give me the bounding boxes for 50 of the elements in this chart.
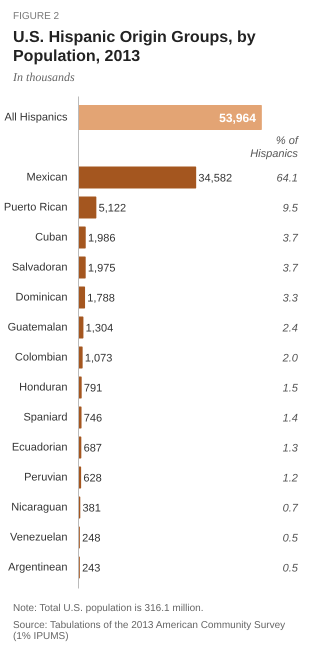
y-tick-label: Venezuelan bbox=[10, 531, 68, 544]
text: 1.3 bbox=[282, 442, 299, 454]
text: 1.2 bbox=[282, 472, 298, 484]
y-tick-label: Nicaraguan bbox=[11, 501, 68, 514]
y-tick-label: Puerto Rican bbox=[4, 201, 68, 214]
text: 9.5 bbox=[282, 202, 299, 214]
data-label: 1,073 bbox=[84, 352, 112, 364]
text: 1.4 bbox=[282, 412, 298, 424]
data-label: 1,986 bbox=[88, 232, 116, 244]
annotation: % of Hispanics bbox=[250, 134, 299, 160]
data-label: 1,975 bbox=[88, 262, 116, 274]
y-tick-label: Spaniard bbox=[23, 411, 68, 424]
data-label: 381 bbox=[82, 502, 101, 514]
text: 0.5 bbox=[282, 532, 299, 544]
text: 3.3 bbox=[282, 292, 299, 304]
data-label: 5,122 bbox=[98, 202, 126, 214]
data-label: 791 bbox=[84, 382, 102, 394]
y-tick-label: Argentinean bbox=[8, 561, 68, 574]
text: 64.1 bbox=[276, 172, 298, 184]
data-label: 628 bbox=[83, 472, 102, 484]
y-tick-label: All Hispanics bbox=[4, 111, 68, 124]
data-label: 34,582 bbox=[198, 172, 232, 184]
text: 3.7 bbox=[282, 232, 299, 244]
text: 2.4 bbox=[282, 322, 298, 334]
y-tick-label: Colombian bbox=[14, 351, 68, 364]
y-tick-label: Cuban bbox=[35, 231, 68, 244]
data-label: 746 bbox=[84, 412, 102, 424]
data-label: 248 bbox=[82, 532, 100, 544]
text: 1.5 bbox=[282, 382, 299, 394]
chart-subtitle: In thousands bbox=[13, 70, 76, 86]
y-tick-label: Dominican bbox=[16, 291, 68, 304]
data-label: 1,304 bbox=[86, 322, 114, 334]
data-label: 687 bbox=[84, 442, 102, 454]
data-label: 243 bbox=[82, 562, 100, 574]
data-label: 53,964 bbox=[219, 110, 256, 125]
y-tick-label: Honduran bbox=[19, 381, 68, 394]
text: 0.7 bbox=[282, 502, 299, 514]
source-note: Source: Tabulations of the 2013 American Community Survey (1% IPUMS) bbox=[13, 620, 286, 642]
text: 3.7 bbox=[282, 262, 299, 274]
y-tick-label: Mexican bbox=[26, 171, 68, 184]
caption: FIGURE 2 bbox=[13, 11, 60, 22]
y-tick-label: Salvadoran bbox=[12, 261, 68, 274]
text: Note: Total U.S. population is 316.1 million. bbox=[13, 602, 204, 614]
text: 0.5 bbox=[282, 562, 299, 574]
chart-title: U.S. Hispanic Origin Groups, by Population, 2013 bbox=[13, 28, 257, 66]
y-tick-label: Guatemalan bbox=[8, 321, 68, 334]
text: 2.0 bbox=[282, 352, 299, 364]
data-label: 1,788 bbox=[87, 292, 115, 304]
y-tick-label: Peruvian bbox=[24, 471, 68, 484]
y-tick-label: Ecuadorian bbox=[12, 441, 68, 454]
